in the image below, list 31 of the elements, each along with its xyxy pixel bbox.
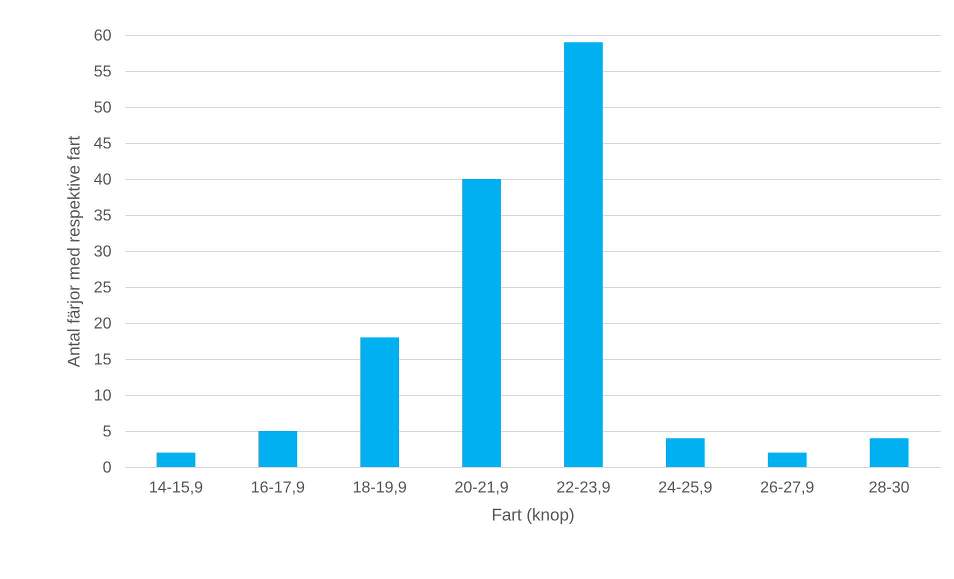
y-axis-title: Antal färjor med respektive fart [64,135,84,368]
y-tick-label: 45 [94,136,112,152]
bar [768,452,807,467]
x-tick-label: 26-27,9 [760,480,814,496]
y-tick-label: 20 [94,316,112,332]
x-tick-label: 28-30 [868,480,910,496]
x-tick-label: 16-17,9 [250,480,306,496]
y-tick-label: 50 [94,100,112,116]
bar [870,438,908,467]
bar [156,452,196,467]
bar [360,337,400,467]
y-tick-label: 35 [94,208,112,224]
y-tick-label: 5 [102,424,112,440]
y-tick-label: 10 [94,388,112,404]
y-tick-label: 0 [102,460,112,476]
x-tick-label: 24-25,9 [658,480,713,496]
bar [258,431,298,467]
y-tick-label: 25 [94,280,112,296]
y-tick-label: 55 [94,64,112,80]
x-tick-label: 14-15,9 [148,480,204,496]
bar [462,179,501,467]
y-tick-label: 30 [94,244,112,260]
x-tick-label: 20-21,9 [454,480,509,496]
bar [564,42,603,467]
y-tick-label: 40 [94,172,112,188]
bar [666,438,705,467]
y-tick-label: 60 [94,28,112,44]
x-tick-label: 18-19,9 [352,480,407,496]
x-tick-label: 22-23,9 [556,480,611,496]
y-tick-label: 15 [94,352,112,368]
x-axis-title: Fart (knop) [491,506,575,524]
